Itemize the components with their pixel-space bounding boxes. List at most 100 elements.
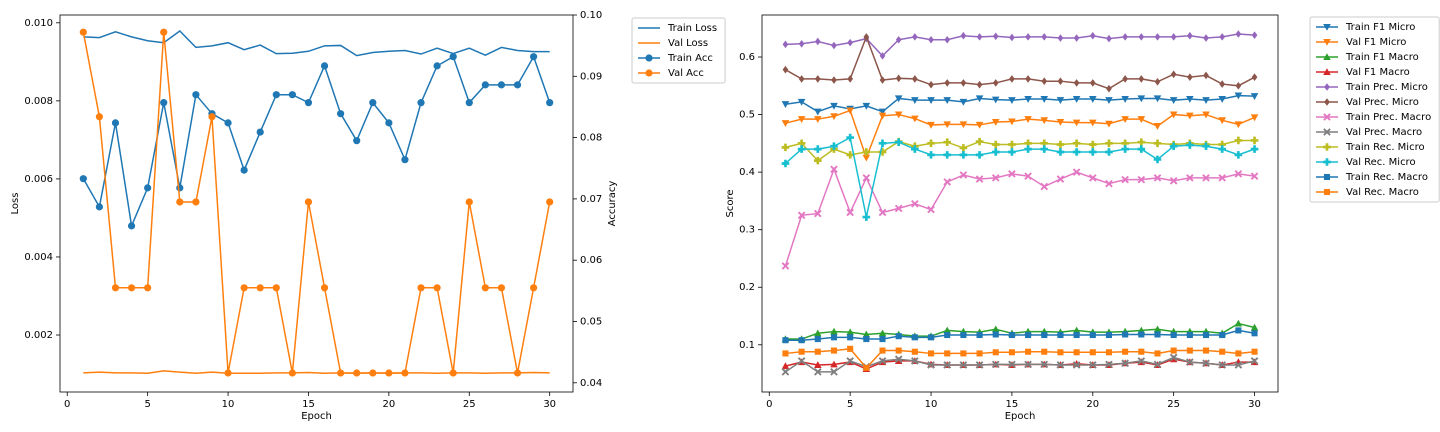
x-axis-label: Epoch — [301, 411, 332, 422]
data-point — [814, 156, 822, 165]
y2-tick-label: 0.05 — [580, 317, 602, 328]
y-tick-label: 0.4 — [739, 167, 755, 178]
data-point — [1202, 174, 1210, 182]
data-point — [862, 154, 871, 162]
data-point — [976, 350, 983, 357]
data-point — [781, 262, 790, 270]
legend: Train F1 Micro Val F1 Micro Train F1 Macro… — [1309, 16, 1440, 203]
data-point — [1008, 118, 1016, 126]
data-point — [1202, 331, 1210, 339]
data-point — [1089, 31, 1096, 40]
legend-label: Train F1 Macro — [1345, 52, 1419, 63]
data-point — [1137, 175, 1146, 184]
data-point — [465, 198, 473, 206]
data-point — [1138, 348, 1145, 355]
data-point — [1169, 111, 1178, 119]
data-point — [1088, 361, 1097, 369]
data-point — [304, 198, 313, 206]
data-point — [831, 76, 837, 84]
y-tick-label: 0.5 — [739, 110, 755, 121]
data-point — [1025, 348, 1032, 355]
data-point — [1153, 360, 1162, 369]
data-point — [814, 145, 822, 153]
data-point — [975, 95, 984, 103]
data-point — [1219, 331, 1226, 339]
data-point — [927, 121, 935, 129]
data-point — [1106, 84, 1112, 93]
legend-marker — [1323, 23, 1331, 31]
data-point — [1251, 73, 1258, 81]
data-point — [1137, 145, 1146, 153]
data-point — [975, 361, 984, 369]
data-point — [95, 113, 103, 121]
data-point — [369, 99, 377, 107]
data-point — [781, 368, 790, 376]
y-axis-label: Score — [725, 189, 736, 217]
data-point — [814, 116, 822, 123]
data-point — [863, 33, 870, 41]
data-point — [1250, 172, 1259, 180]
data-point — [831, 41, 837, 50]
y-tick-label: 0.006 — [24, 174, 53, 185]
data-point — [911, 334, 918, 341]
data-point — [385, 369, 393, 377]
data-point — [911, 97, 919, 104]
data-point — [992, 349, 999, 356]
data-point — [991, 148, 1000, 156]
data-point — [798, 39, 805, 48]
data-point — [846, 328, 854, 336]
data-point — [1105, 120, 1113, 128]
data-point — [1025, 331, 1032, 339]
data-point — [353, 137, 361, 145]
data-point — [975, 151, 984, 159]
legend-marker — [1323, 143, 1331, 151]
y-tick-label: 0.004 — [24, 252, 53, 263]
data-point — [847, 334, 854, 341]
data-point — [1170, 70, 1177, 79]
data-point — [959, 98, 968, 106]
data-point — [337, 369, 345, 377]
data-point — [1186, 31, 1193, 40]
data-point — [1153, 325, 1162, 333]
data-point — [497, 81, 506, 89]
data-point — [991, 325, 1000, 333]
data-point — [1170, 331, 1177, 339]
data-point — [1169, 97, 1178, 104]
data-point — [830, 368, 838, 376]
plot-frame — [761, 14, 1279, 393]
data-point — [814, 75, 821, 83]
data-point — [830, 360, 838, 368]
data-point — [1202, 347, 1210, 354]
data-point — [1056, 97, 1065, 104]
data-point — [847, 38, 854, 47]
data-point — [927, 205, 935, 214]
data-point — [878, 108, 887, 116]
data-point — [1056, 148, 1065, 156]
data-point — [1202, 111, 1210, 119]
data-point — [927, 151, 935, 159]
data-point — [127, 284, 136, 292]
legend-label: Val Loss — [668, 38, 708, 49]
data-point — [1105, 179, 1113, 188]
data-point — [781, 120, 790, 128]
data-point — [1169, 176, 1178, 185]
data-point — [1154, 77, 1161, 86]
data-point — [288, 369, 296, 377]
data-point — [497, 284, 506, 292]
data-point — [1105, 331, 1113, 339]
data-point — [797, 139, 806, 148]
x-tick-label: 30 — [543, 399, 556, 410]
data-point — [1218, 145, 1226, 153]
data-point — [433, 284, 441, 292]
data-point — [830, 102, 838, 110]
y2-tick-label: 0.10 — [580, 10, 602, 21]
data-point — [911, 357, 919, 365]
data-point — [449, 369, 457, 377]
data-point — [1186, 347, 1193, 354]
data-point — [846, 151, 854, 159]
data-point — [1203, 71, 1209, 80]
data-point — [830, 347, 838, 354]
data-point — [863, 364, 870, 371]
data-point — [1121, 95, 1129, 103]
x-tick-label: 10 — [222, 399, 235, 410]
